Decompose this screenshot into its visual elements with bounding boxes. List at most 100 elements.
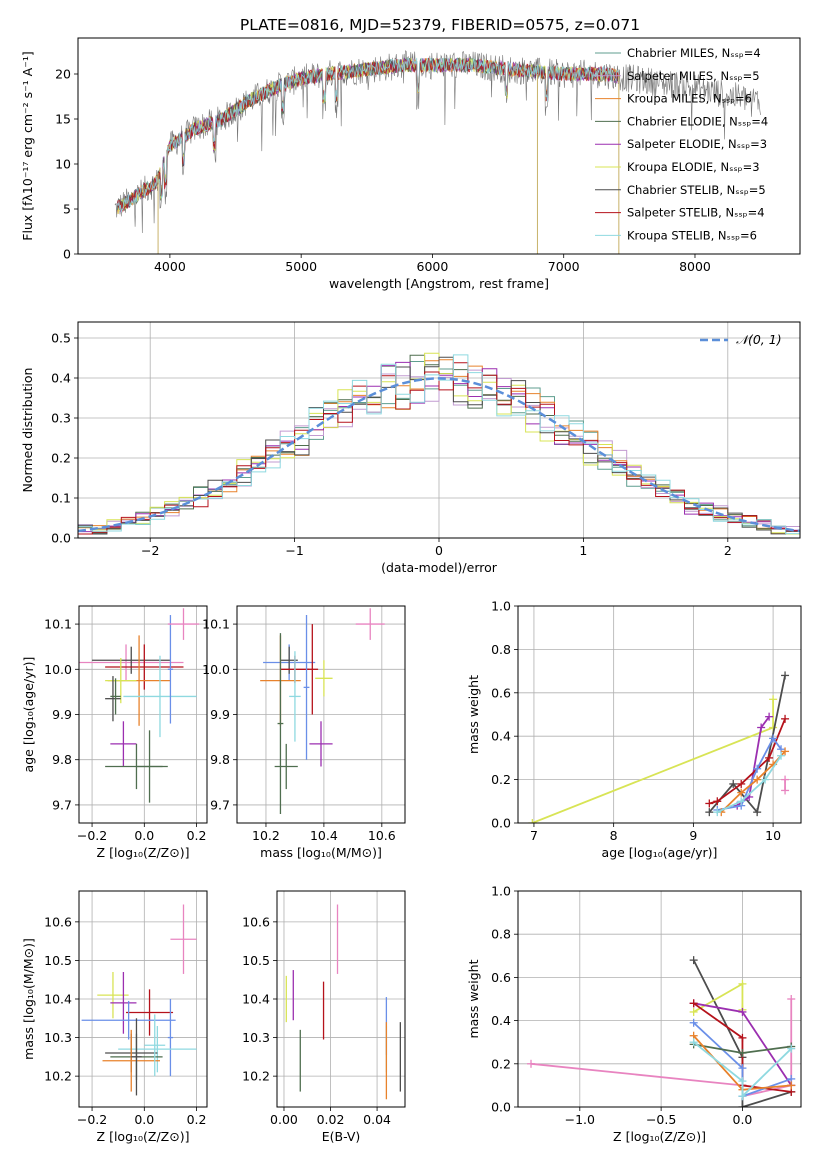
x-axis-label: Z [log₁₀(Z/Z⊙)] — [613, 1129, 706, 1144]
x-tick-label: −2 — [141, 543, 159, 558]
y-tick-label: 10.6 — [44, 914, 72, 929]
panel-weight-vs-Z: −1.0 −0.5 0.0 0.0 0.2 0.4 0.6 0.8 1.0 Z [log₁₀(Z/… — [466, 884, 802, 1144]
panel-mass-vs-Z: −0.2 0.0 0.2 10.2 10.3 10.4 10.5 10.6 Z [log₁₀(Z… — [21, 890, 208, 1144]
y-axis-label: Flux [fλ10⁻¹⁷ erg cm⁻² s⁻¹ A⁻¹] — [20, 51, 35, 240]
x-tick-label: 0.02 — [317, 1112, 345, 1127]
y-tick-label: 10.4 — [44, 992, 72, 1007]
x-tick-label: 0.2 — [187, 1112, 207, 1127]
x-tick-label: 0.00 — [270, 1112, 298, 1127]
x-axis-label: Z [log₁₀(Z/Z⊙)] — [97, 845, 190, 860]
x-tick-label: 5000 — [285, 259, 317, 274]
y-tick-label: 0.0 — [491, 816, 511, 831]
plot-area — [528, 671, 790, 823]
x-tick-label: 1 — [579, 543, 587, 558]
legend-entry: Kroupa ELODIE, Nₛₛₚ=3 — [627, 160, 760, 174]
y-tick-label: 5 — [63, 202, 71, 217]
gaussian-curve — [78, 377, 800, 533]
x-tick-label: 7000 — [548, 259, 580, 274]
x-tick-label: 10.2 — [252, 828, 280, 843]
x-tick-label: 8000 — [679, 259, 711, 274]
x-tick-label: −1.0 — [565, 1112, 595, 1127]
y-tick-label: 9.7 — [52, 797, 72, 812]
y-tick-label: 0.3 — [51, 411, 71, 426]
y-tick-label: 0 — [63, 247, 71, 262]
model-spectrum — [117, 57, 619, 213]
x-tick-label: 0.2 — [187, 828, 207, 843]
y-tick-label: 0.6 — [491, 970, 511, 985]
x-axis-label: wavelength [Angstrom, rest frame] — [329, 276, 549, 291]
y-tick-label: 9.9 — [210, 707, 230, 722]
x-tick-label: 6000 — [417, 259, 449, 274]
y-axis-label: mass [log₁₀(M/M⊙)] — [21, 938, 36, 1060]
x-tick-label: 9 — [689, 828, 697, 843]
x-tick-label: 10 — [765, 828, 781, 843]
y-axis-label: mass weight — [466, 959, 481, 1038]
y-tick-label: 10.0 — [44, 662, 72, 677]
legend-entry: Chabrier STELIB, Nₛₛₚ=5 — [627, 183, 766, 197]
weight-line — [693, 1041, 792, 1099]
legend-entry: 𝒩(0, 1) — [736, 332, 782, 347]
x-tick-label: 10.6 — [368, 828, 396, 843]
y-tick-label: 10.2 — [44, 1069, 72, 1084]
y-tick-label: 9.8 — [210, 752, 230, 767]
axes-frame — [236, 605, 406, 824]
weight-line — [693, 1002, 792, 1093]
y-tick-label: 0.4 — [51, 371, 71, 386]
y-tick-label: 9.9 — [52, 707, 72, 722]
y-tick-label: 0.0 — [491, 1100, 511, 1115]
y-tick-label: 0.1 — [51, 491, 71, 506]
panel-weight-vs-age: 7 8 9 10 0.0 0.2 0.4 0.6 0.8 1.0 age [log₁₀(age/yr… — [466, 599, 802, 860]
y-tick-label: 20 — [55, 67, 71, 82]
x-axis-label: Z [log₁₀(Z/Z⊙)] — [97, 1129, 190, 1144]
y-tick-label: 0.5 — [51, 331, 71, 346]
plot-area — [285, 904, 401, 1100]
x-axis-label: age [log₁₀(age/yr)] — [602, 845, 718, 860]
y-tick-label: 0.2 — [491, 1056, 511, 1071]
y-tick-label: 0.6 — [491, 685, 511, 700]
plot-area — [81, 904, 197, 1096]
x-tick-label: 0.04 — [363, 1112, 391, 1127]
x-tick-label: −0.2 — [77, 828, 107, 843]
y-tick-label: 10.5 — [44, 953, 72, 968]
x-tick-label: 0.0 — [733, 1112, 753, 1127]
x-axis-label: mass [log₁₀(M/M⊙)] — [260, 845, 382, 860]
y-tick-label: 10.1 — [44, 617, 72, 632]
figure-title: PLATE=0816, MJD=52379, FIBERID=0575, z=0… — [240, 16, 640, 34]
axes-frame — [517, 890, 802, 1108]
y-tick-label: 10.3 — [44, 1030, 72, 1045]
axes-frame — [517, 605, 802, 824]
y-tick-label: 0.2 — [51, 451, 71, 466]
axes-frame — [77, 37, 801, 255]
y-tick-label: 1.0 — [491, 884, 511, 899]
y-tick-label: 10.5 — [242, 953, 270, 968]
x-tick-label: 4000 — [154, 259, 186, 274]
y-tick-label: 10.6 — [242, 914, 270, 929]
plot-area — [78, 352, 800, 535]
x-axis-label: E(B-V) — [322, 1129, 361, 1144]
panel-age-vs-mass: 10.2 10.4 10.6 9.7 9.8 9.9 10.0 10.1 mass [log₁₀… — [202, 605, 406, 860]
x-tick-label: −0.5 — [646, 1112, 676, 1127]
legend-entry: Kroupa MILES, Nₛₛₚ=6 — [627, 92, 752, 106]
plot-area — [79, 608, 200, 803]
y-tick-label: 1.0 — [491, 599, 511, 614]
x-tick-label: 0.0 — [134, 1112, 154, 1127]
axes-frame — [78, 890, 208, 1108]
y-axis-label: age [log₁₀(age/yr)] — [21, 657, 36, 773]
y-tick-label: 0.2 — [491, 772, 511, 787]
x-tick-label: 2 — [724, 543, 732, 558]
y-tick-label: 10 — [55, 157, 71, 172]
legend-entry: Salpeter STELIB, Nₛₛₚ=4 — [627, 206, 765, 220]
x-tick-label: 7 — [530, 828, 538, 843]
y-axis-label: Normed distribution — [20, 368, 35, 493]
legend-entry: Salpeter MILES, Nₛₛₚ=5 — [627, 69, 760, 83]
x-tick-label: 8 — [610, 828, 618, 843]
legend-entry: Chabrier MILES, Nₛₛₚ=4 — [627, 46, 761, 60]
y-tick-label: 10.2 — [242, 1069, 270, 1084]
y-tick-label: 10.4 — [242, 992, 270, 1007]
y-tick-label: 0.4 — [491, 729, 511, 744]
weight-line — [716, 755, 782, 813]
y-tick-label: 0.8 — [491, 642, 511, 657]
y-tick-label: 10.3 — [242, 1030, 270, 1045]
y-tick-label: 15 — [55, 112, 71, 127]
